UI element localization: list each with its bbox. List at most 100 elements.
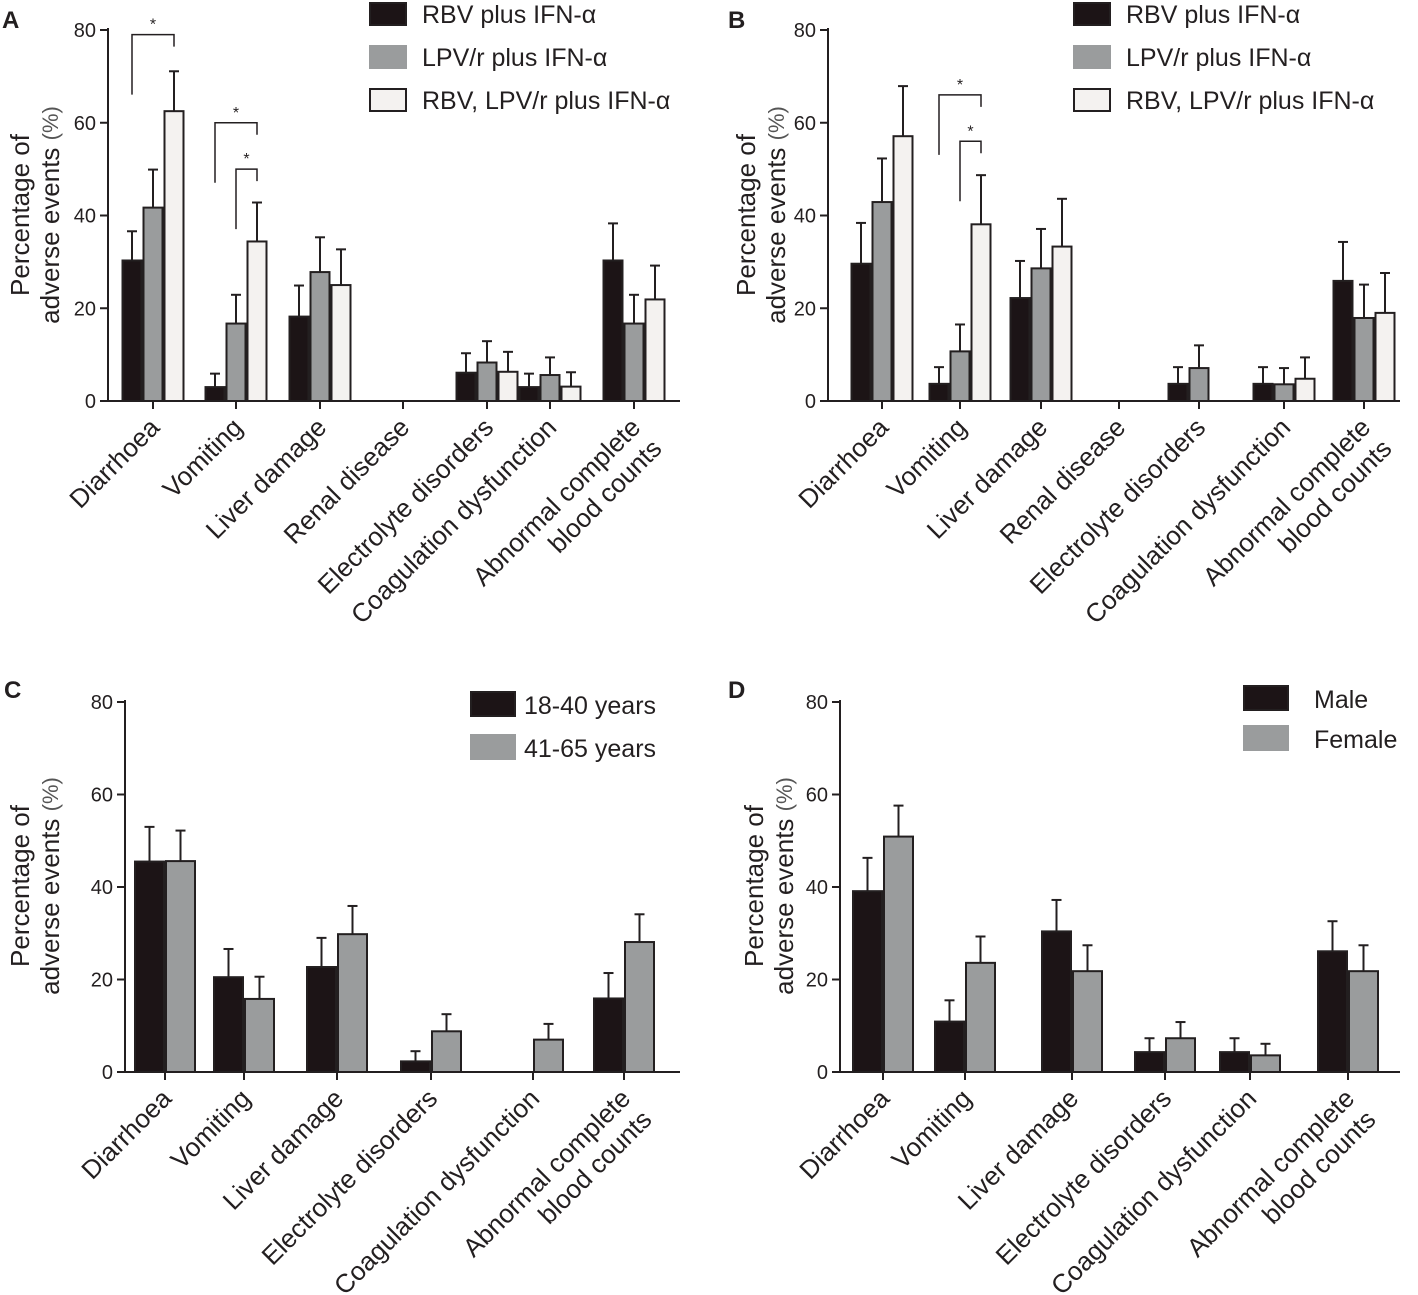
panel-c-xlabel: Electrolyte disorders xyxy=(255,1083,443,1271)
panel-b-significance-bracket xyxy=(938,94,982,155)
panel-b-bar-white xyxy=(1051,245,1073,402)
panel-a-bar-gray xyxy=(623,322,645,402)
panel-d-legend-label: Female xyxy=(1314,726,1397,754)
panel-c-bar-black xyxy=(134,860,165,1073)
panel-d-letter: D xyxy=(728,677,745,704)
panel-a-bar-black xyxy=(602,259,624,403)
panel-b-legend-swatch-gray xyxy=(1073,45,1111,69)
panel-c-bar-black xyxy=(400,1060,431,1074)
panel-d-legend-label: Male xyxy=(1314,686,1368,714)
panel-a-bar-white xyxy=(330,284,352,402)
panel-b-bar-gray xyxy=(1188,367,1210,403)
panel-d-xlabel-line: Diarrhoea xyxy=(793,1083,895,1185)
panel-c-ytick-label: 0 xyxy=(102,1062,113,1084)
panel-b-bar-white xyxy=(892,135,914,402)
panel-b-ytick-label: 40 xyxy=(794,206,816,228)
panel-d-ytick-label: 80 xyxy=(806,692,828,714)
panel-c-bar-gray xyxy=(431,1030,462,1074)
panel-a-legend-swatch-white xyxy=(369,88,407,112)
panel-d-bar-gray xyxy=(1250,1054,1281,1073)
panel-b-bar-gray xyxy=(1353,316,1375,402)
panel-c-xlabel: Vomiting xyxy=(165,1083,257,1175)
panel-c-letter: C xyxy=(4,677,21,704)
panel-a-legend: RBV plus IFN-α LPV/r plus IFN-α RBV, LPV/r… xyxy=(369,1,670,115)
panel-c-bar-black xyxy=(593,997,624,1074)
panel-a-ylabel-line2: adverse events (%) xyxy=(35,106,65,324)
panel-c-ytick-label: 40 xyxy=(91,877,113,899)
panel-b-legend-label: RBV, LPV/r plus IFN-α xyxy=(1126,87,1374,115)
panel-b-bar-black xyxy=(850,262,872,403)
panel-a-significance-star: * xyxy=(243,151,249,168)
panel-d: D Percentage of adverse events (%) 0 20 40 60 8… xyxy=(728,677,1400,1295)
panel-a-ytick-label: 40 xyxy=(74,206,96,228)
panel-b-ylabel: Percentage of adverse events (%) xyxy=(731,106,791,324)
panel-b-ytick-label: 80 xyxy=(794,20,816,42)
panel-a-bar-black xyxy=(518,386,540,402)
panel-a-ytick-label: 60 xyxy=(74,113,96,135)
panel-a-ytick-label: 0 xyxy=(85,391,96,413)
panel-a-legend-swatch-black xyxy=(369,2,407,26)
panel-c-xlabel-line: Vomiting xyxy=(165,1083,257,1175)
panel-a-xlabel: Diarrhoea xyxy=(63,412,165,514)
panel-c-bar-gray xyxy=(165,860,196,1073)
panel-d-ytick-label: 20 xyxy=(806,970,828,992)
panel-c-xlabel-line: Electrolyte disorders xyxy=(255,1083,443,1271)
panel-b-bar-white xyxy=(1374,311,1396,403)
panel-d-bar-black xyxy=(934,1020,965,1074)
panel-d-bar-black xyxy=(1317,950,1348,1073)
panel-c-xlabel: Diarrhoea xyxy=(75,1083,177,1185)
panel-a-ylabel: Percentage of adverse events (%) xyxy=(5,106,65,324)
panel-a-bar-white xyxy=(644,298,666,402)
panel-b-bar-gray xyxy=(1273,383,1295,402)
panel-a-bar-gray xyxy=(539,374,561,402)
panel-a: A Percentage of adverse events (%) 0 20 40 60 8… xyxy=(2,1,680,629)
panel-b-bar-black xyxy=(1167,382,1189,402)
panel-b-significance-star: * xyxy=(967,123,973,140)
panel-a-ylabel-line1: Percentage of xyxy=(5,133,35,296)
panel-b-bar-gray xyxy=(1030,267,1052,402)
panel-a-bar-black xyxy=(455,371,477,402)
panel-b-ylabel-line2: adverse events (%) xyxy=(761,106,791,324)
panel-b-legend: RBV plus IFN-α LPV/r plus IFN-α RBV, LPV/r… xyxy=(1073,1,1374,115)
panel-c-bar-gray xyxy=(337,933,368,1073)
panel-d-bar-gray xyxy=(1348,970,1379,1073)
panel-b-bar-black xyxy=(1332,279,1354,403)
panel-c-bar-gray xyxy=(533,1038,564,1073)
panel-a-bar-gray xyxy=(225,322,247,402)
panel-d-ytick-label: 0 xyxy=(817,1062,828,1084)
panel-b-legend-swatch-black xyxy=(1073,2,1111,26)
panel-a-significance-star: * xyxy=(150,17,156,34)
panel-b-legend-label: RBV plus IFN-α xyxy=(1126,1,1300,29)
panel-a-bar-black xyxy=(204,386,226,402)
panel-a-xlabel-line: Diarrhoea xyxy=(63,412,165,514)
panel-d-xlabel-line: Vomiting xyxy=(886,1083,978,1175)
panel-c-ytick-label: 20 xyxy=(91,970,113,992)
panel-a-ytick-label: 80 xyxy=(74,20,96,42)
panel-d-bar-black xyxy=(852,890,883,1073)
panel-b-legend-swatch-white xyxy=(1073,88,1111,112)
panel-c-legend-swatch-gray xyxy=(470,734,516,760)
panel-c-bar-black xyxy=(213,976,244,1073)
panel-b-bar-black xyxy=(1009,297,1031,402)
panel-a-bar-black xyxy=(288,315,310,402)
panel-a-significance-bracket xyxy=(235,168,258,230)
panel-a-ytick-label: 20 xyxy=(74,298,96,320)
panel-d-legend-swatch-gray xyxy=(1243,725,1289,751)
panel-d-xlabel: Diarrhoea xyxy=(793,1083,895,1185)
panel-c-ylabel-line2: adverse events (%) xyxy=(35,777,65,995)
panel-b-letter: B xyxy=(728,7,745,34)
panel-a-bar-white xyxy=(560,385,582,402)
panel-a-legend-label: RBV plus IFN-α xyxy=(422,1,596,29)
panel-d-bar-gray xyxy=(1165,1037,1196,1074)
panel-c-legend-label: 41-65 years xyxy=(524,735,656,763)
panel-a-legend-label: RBV, LPV/r plus IFN-α xyxy=(422,87,670,115)
panel-b-bar-white xyxy=(970,223,992,402)
panel-a-significance-bracket xyxy=(131,33,175,95)
panel-d-bar-black xyxy=(1041,930,1072,1074)
panel-c-legend: 18-40 years 41-65 years xyxy=(470,691,656,763)
panel-d-ylabel-line2: adverse events (%) xyxy=(769,777,799,995)
panel-b-ytick-label: 60 xyxy=(794,113,816,135)
panel-a-bar-white xyxy=(163,110,185,402)
